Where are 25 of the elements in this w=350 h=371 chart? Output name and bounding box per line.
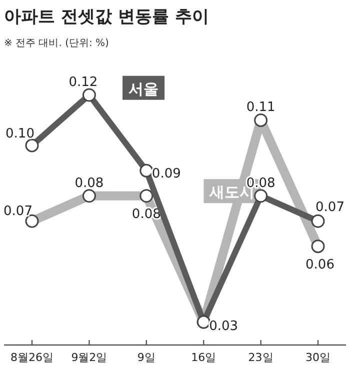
data-label: 0.06 [306,257,334,272]
point [311,214,325,228]
data-label: 0.08 [132,206,161,222]
point [254,189,268,203]
subtitle: ※ 전주 대비. (단위: %) [4,38,109,49]
point [140,164,154,178]
data-label: 0.03 [209,319,238,334]
data-label: 0.07 [4,204,32,220]
data-label: 0.12 [68,75,98,90]
data-label: 0.07 [316,200,344,216]
x-tick: 9월2일 [71,351,108,364]
data-label: 0.08 [74,176,104,191]
title: 아파트 전셋값 변동률 추이 [4,7,209,27]
point [82,88,96,102]
point [25,138,39,152]
x-tick: 8월26일 [10,351,54,364]
data-label: 0.11 [246,100,276,116]
series-label: 서울 [128,80,159,98]
series-name: 서울 [122,76,165,100]
x-tick: 16일 [191,351,216,364]
data-label: 0.09 [152,166,181,182]
x-tick: 9일 [137,351,156,364]
data-label: 0.10 [6,126,34,142]
x-tick: 30일 [306,351,330,364]
x-tick: 23일 [248,351,274,364]
